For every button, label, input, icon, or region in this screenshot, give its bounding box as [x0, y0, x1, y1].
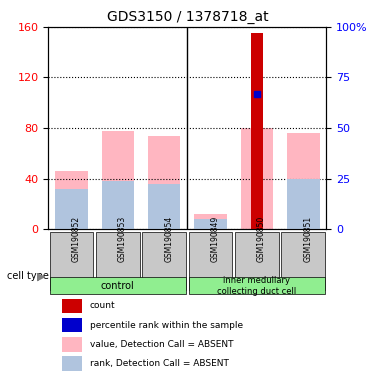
Bar — [194, 219, 227, 229]
FancyBboxPatch shape — [142, 232, 186, 290]
Bar — [287, 133, 319, 229]
FancyBboxPatch shape — [189, 232, 232, 290]
Bar — [62, 338, 82, 352]
Text: GSM190851: GSM190851 — [303, 216, 312, 262]
Bar — [148, 184, 180, 229]
FancyBboxPatch shape — [235, 232, 279, 290]
Bar — [55, 171, 88, 229]
Bar — [241, 128, 273, 229]
Text: value, Detection Call = ABSENT: value, Detection Call = ABSENT — [90, 340, 233, 349]
Bar — [62, 318, 82, 333]
Text: GSM190852: GSM190852 — [72, 216, 81, 262]
Text: cell type: cell type — [7, 271, 49, 281]
FancyBboxPatch shape — [282, 232, 325, 290]
Text: control: control — [101, 281, 135, 291]
Bar — [251, 33, 263, 229]
Text: percentile rank within the sample: percentile rank within the sample — [90, 321, 243, 329]
Bar — [102, 131, 134, 229]
Bar — [62, 298, 82, 313]
Text: GSM190849: GSM190849 — [211, 216, 220, 262]
Title: GDS3150 / 1378718_at: GDS3150 / 1378718_at — [106, 10, 268, 25]
Bar — [148, 136, 180, 229]
Bar — [62, 356, 82, 371]
FancyBboxPatch shape — [50, 278, 186, 293]
Text: GSM190854: GSM190854 — [164, 216, 173, 262]
Text: ▶: ▶ — [37, 271, 46, 281]
Text: GSM190853: GSM190853 — [118, 216, 127, 262]
Text: inner medullary
collecting duct cell: inner medullary collecting duct cell — [217, 276, 296, 296]
FancyBboxPatch shape — [189, 278, 325, 293]
Bar — [102, 181, 134, 229]
Bar — [194, 214, 227, 229]
FancyBboxPatch shape — [50, 232, 93, 290]
Text: rank, Detection Call = ABSENT: rank, Detection Call = ABSENT — [90, 359, 229, 368]
Bar — [55, 189, 88, 229]
Text: count: count — [90, 301, 116, 311]
FancyBboxPatch shape — [96, 232, 139, 290]
Bar — [287, 179, 319, 229]
Text: GSM190850: GSM190850 — [257, 216, 266, 262]
